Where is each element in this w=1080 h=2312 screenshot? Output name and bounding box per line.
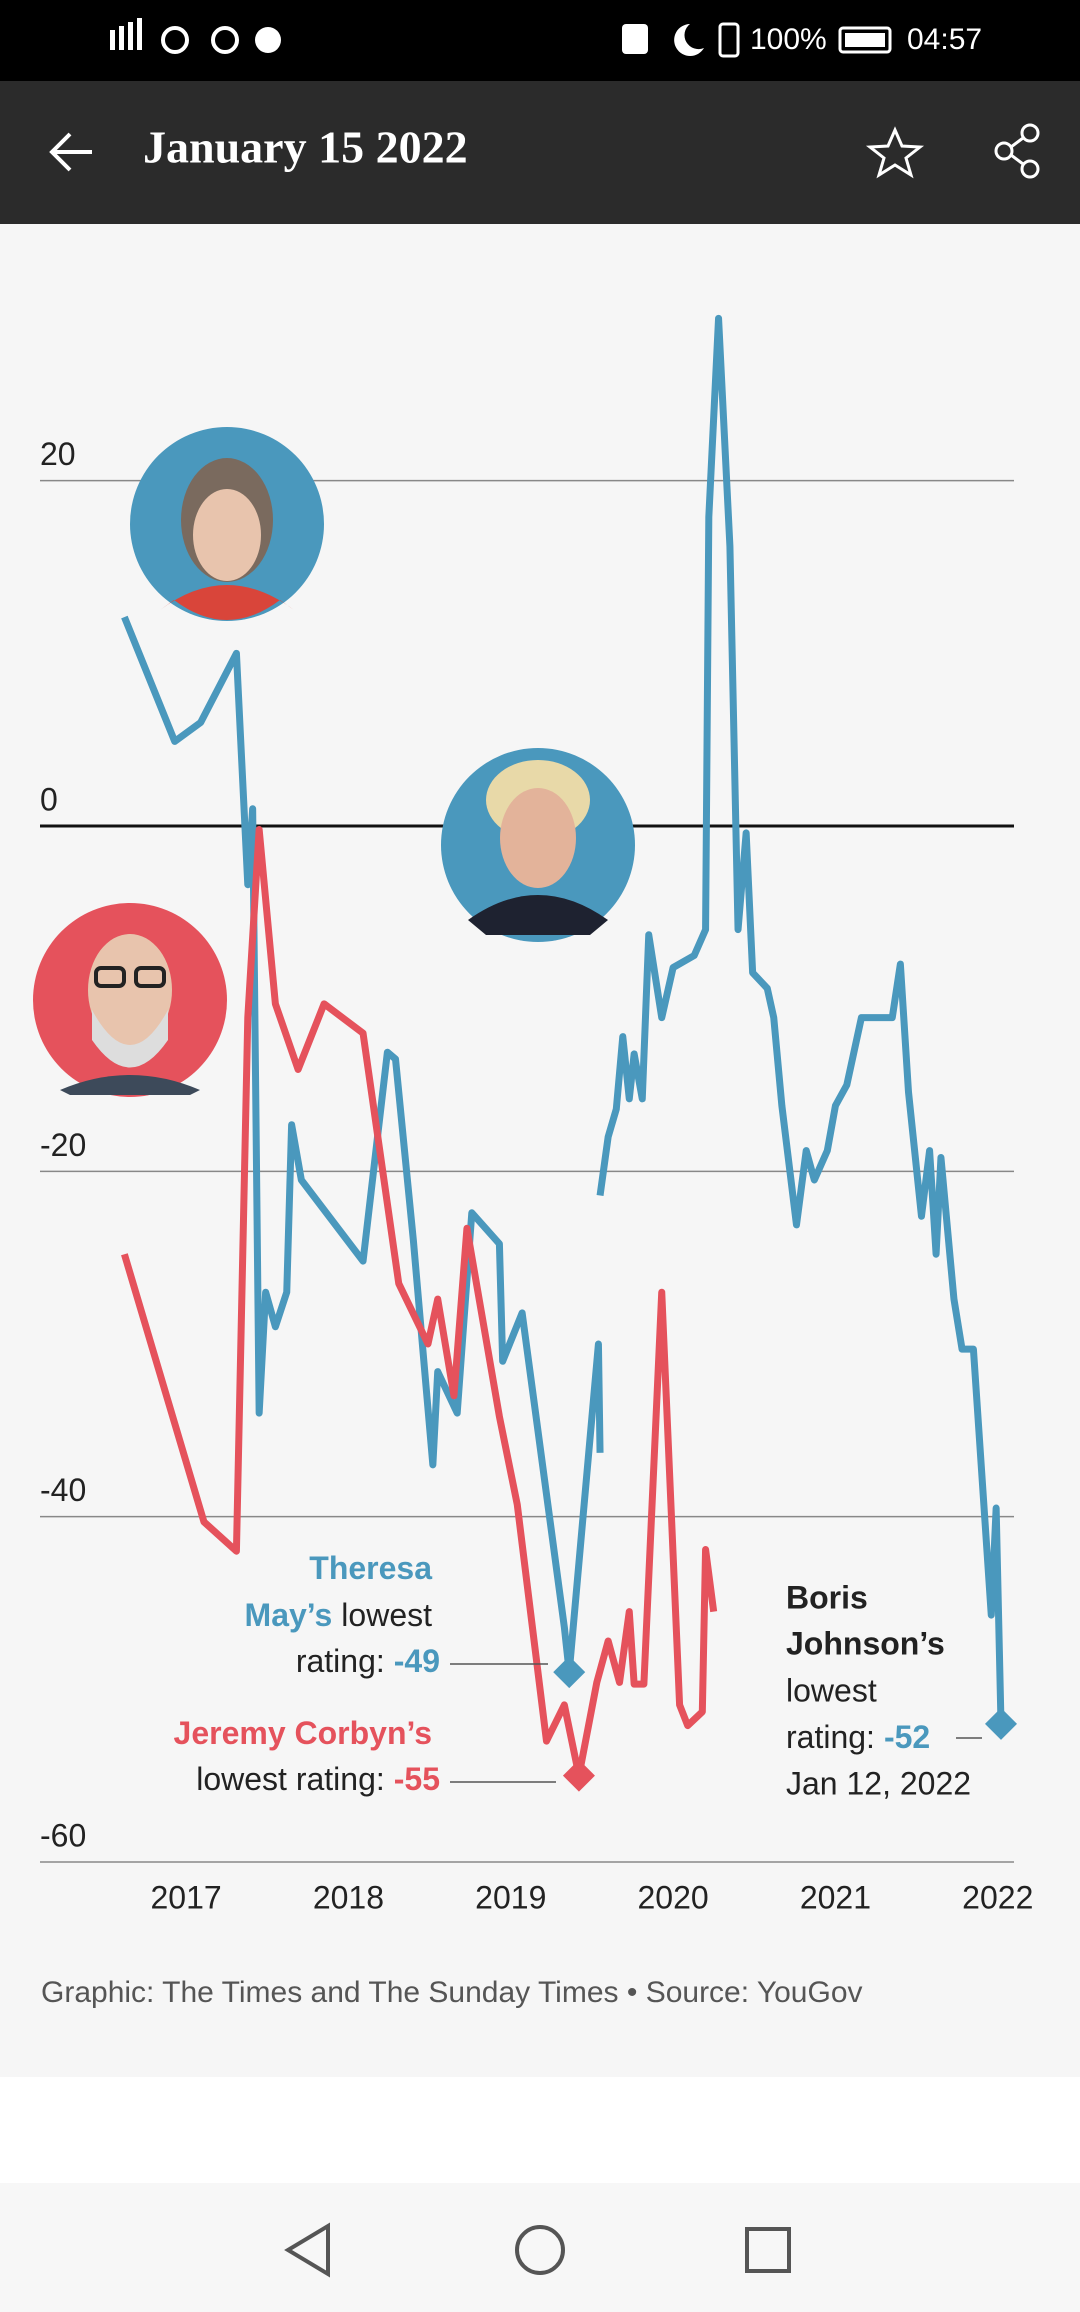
series-line xyxy=(121,825,718,1780)
photo-corbyn xyxy=(33,903,227,1097)
annotation-text: rating: xyxy=(786,1719,875,1755)
nav-recents[interactable] xyxy=(745,2227,791,2273)
annotation-name: Theresa xyxy=(309,1550,432,1586)
photo-johnson xyxy=(441,748,635,942)
share-button[interactable] xyxy=(994,123,1040,179)
annotation-text: rating: xyxy=(296,1643,385,1679)
x-tick-label: 2022 xyxy=(962,1879,1033,1915)
status-bar xyxy=(0,0,1080,81)
nav-home[interactable] xyxy=(515,2225,565,2275)
annotation-name: Johnson’s xyxy=(786,1625,945,1661)
annotation: Theresa xyxy=(309,1550,432,1586)
annotation-text: lowest rating: xyxy=(196,1761,385,1797)
page-blank xyxy=(0,2077,1080,2183)
annotation: May’s lowest xyxy=(245,1597,433,1633)
series-line xyxy=(596,314,1005,1724)
annotation: rating: -52 xyxy=(786,1719,930,1755)
x-tick-label: 2021 xyxy=(800,1879,871,1915)
back-button[interactable] xyxy=(49,132,92,172)
y-tick-label: -40 xyxy=(40,1472,86,1508)
annotation-name: Jeremy Corbyn’s xyxy=(174,1715,432,1751)
annotation-value: -49 xyxy=(394,1643,440,1679)
annotation: Jeremy Corbyn’s xyxy=(174,1715,432,1751)
x-tick-label: 2018 xyxy=(313,1879,384,1915)
annotation-value: -52 xyxy=(884,1719,930,1755)
annotation-value: -55 xyxy=(394,1761,440,1797)
annotation-name: May’s xyxy=(245,1597,333,1633)
nav-bar xyxy=(0,2183,1080,2312)
series-line xyxy=(121,615,604,1676)
clock: 04:57 xyxy=(907,23,982,56)
y-tick-label: -60 xyxy=(40,1817,86,1853)
plot: 20 0 -20 -40 -60 2017 2018 2019 2020 2021 2022 xyxy=(40,314,1033,1915)
annotation-date: Jan 12, 2022 xyxy=(786,1765,971,1801)
x-tick-label: 2020 xyxy=(638,1879,709,1915)
y-tick-label: 20 xyxy=(40,436,76,472)
annotation: lowest rating: -55 xyxy=(196,1761,440,1797)
battery-level: 100% xyxy=(750,23,827,56)
annotation-name: Boris xyxy=(786,1579,868,1615)
x-tick-label: 2019 xyxy=(475,1879,546,1915)
annotation-text: lowest xyxy=(786,1672,877,1708)
photo-may xyxy=(130,427,324,621)
y-tick-label: -20 xyxy=(40,1127,86,1163)
annotation-text: lowest xyxy=(341,1597,432,1633)
favorite-button[interactable] xyxy=(865,126,925,179)
chart-source: Graphic: The Times and The Sunday Times … xyxy=(41,1976,863,2009)
low-marker xyxy=(553,1656,586,1689)
low-marker xyxy=(985,1707,1018,1740)
x-tick-label: 2017 xyxy=(151,1879,222,1915)
y-tick-label: 0 xyxy=(40,781,58,817)
annotation: rating: -49 xyxy=(296,1643,440,1679)
status-icons xyxy=(110,18,892,58)
low-marker xyxy=(562,1759,595,1792)
page-title: January 15 2022 xyxy=(143,122,468,173)
nav-back[interactable] xyxy=(284,2222,330,2278)
app-bar xyxy=(0,81,1080,224)
